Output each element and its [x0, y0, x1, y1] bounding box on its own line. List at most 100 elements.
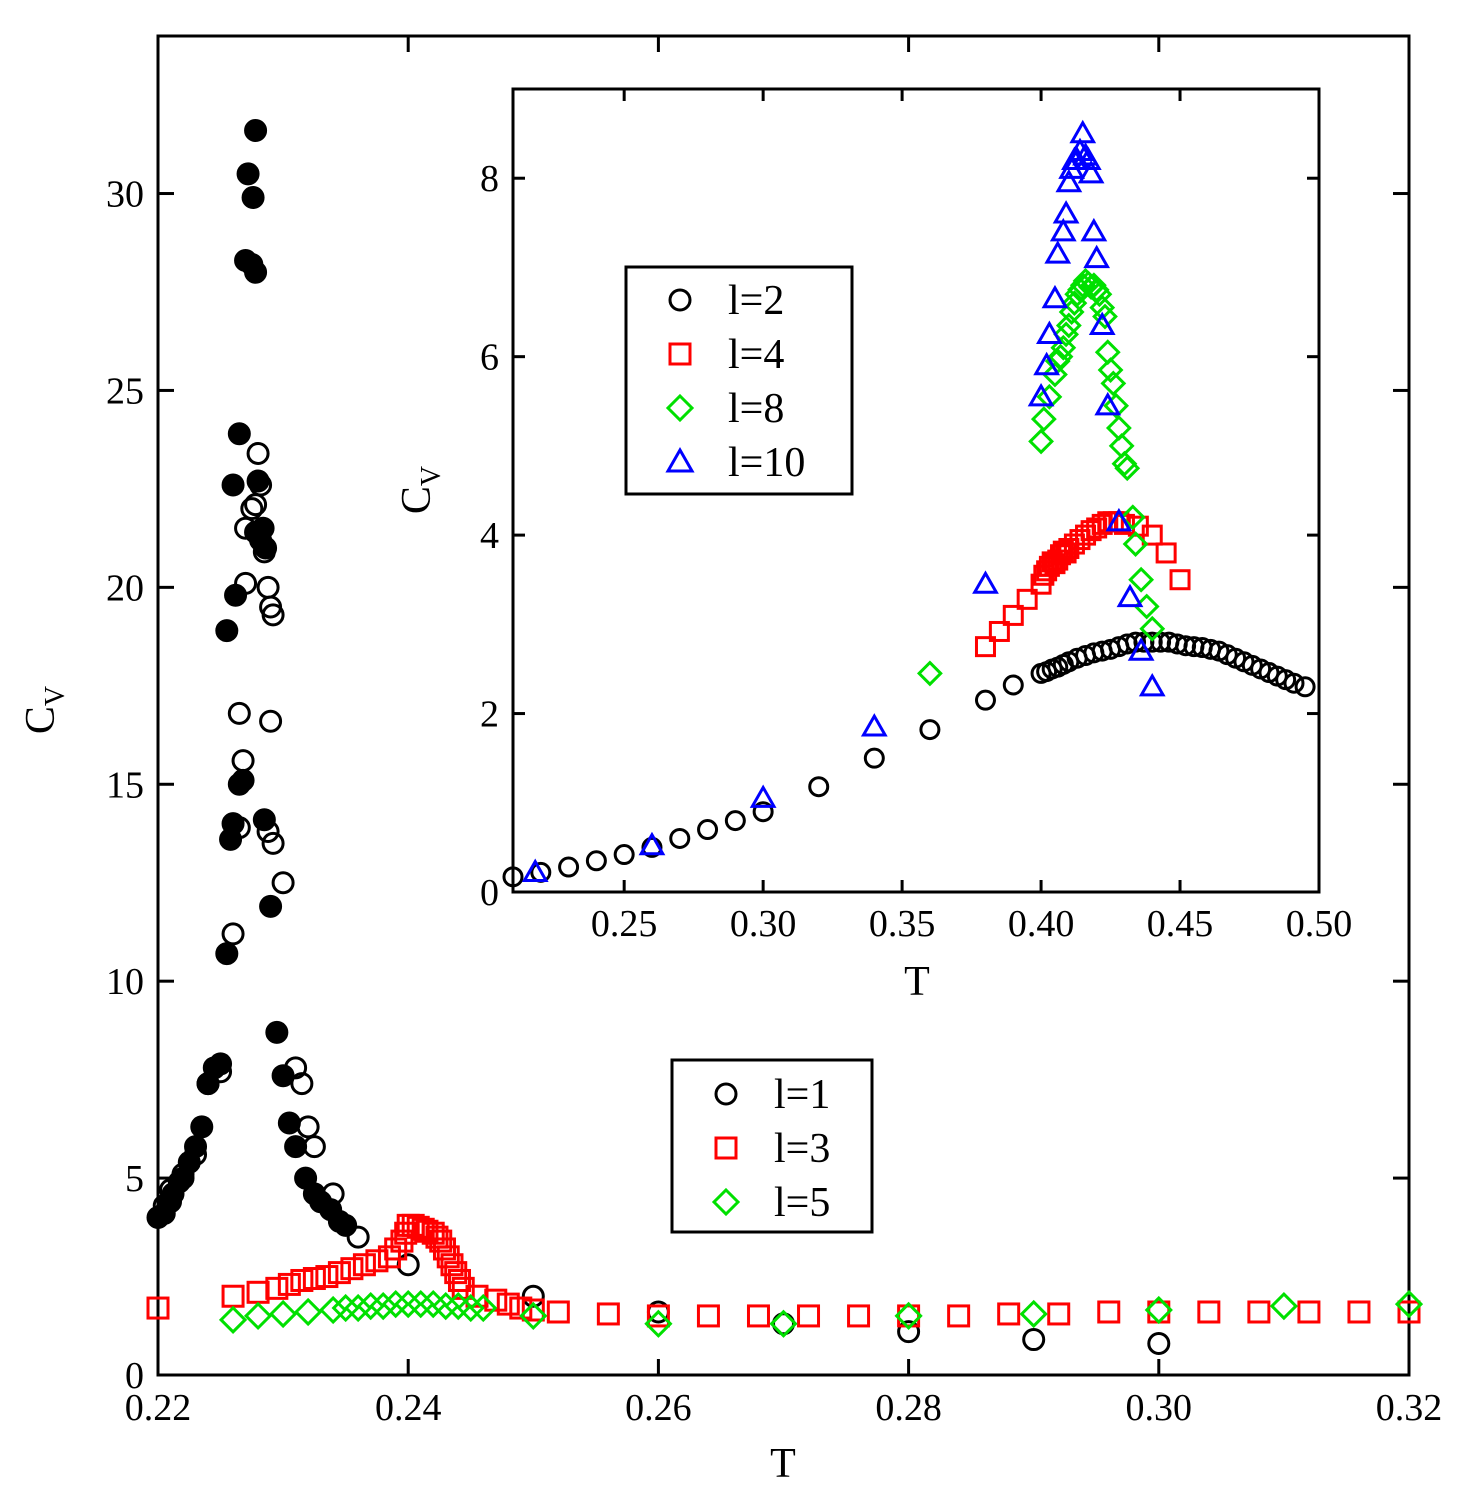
inset-ytick-label: 8	[480, 158, 499, 200]
main-point-circle-s0	[271, 1064, 295, 1088]
inset-point-diamond-s2	[1119, 504, 1146, 531]
main-point-square-s2	[1197, 1300, 1221, 1324]
main-point-square-s2	[365, 1249, 389, 1273]
inset-point-square-s1	[1075, 524, 1097, 546]
main-point-square-s2	[290, 1268, 314, 1292]
inset-point-triangle-s3	[1088, 311, 1116, 336]
main-point-square-s2	[847, 1304, 871, 1328]
inset-point-square-s1	[1141, 524, 1163, 546]
main-point-square-s2	[246, 1280, 270, 1304]
main-point-diamond-s3	[268, 1299, 298, 1329]
main-point-circle-s0	[209, 1052, 233, 1076]
main-point-circle-s1	[184, 1142, 208, 1166]
inset-ylabel-main: C	[394, 486, 440, 514]
inset-xtick-label: 0.25	[591, 903, 658, 945]
main-point-circle-s1	[261, 603, 285, 627]
main-point-diamond-s3	[644, 1309, 673, 1338]
inset-point-square-s1	[974, 636, 996, 658]
main-point-circle-s0	[244, 119, 268, 143]
inset-legend-marker-triangle	[665, 446, 695, 473]
main-point-circle-s1	[897, 1320, 921, 1344]
main-point-square-s2	[696, 1304, 720, 1328]
main-point-diamond-s3	[356, 1291, 385, 1321]
main-ytick-label: 10	[106, 961, 144, 1003]
main-point-square-s2	[746, 1304, 770, 1328]
main-point-circle-s0	[184, 1135, 208, 1159]
main-legend-marker-circle	[714, 1082, 738, 1106]
inset-point-triangle-s3	[749, 784, 777, 808]
main-xtick-label: 0.22	[125, 1387, 192, 1429]
main-point-diamond-s3	[1144, 1295, 1173, 1325]
main-point-diamond-s3	[293, 1297, 323, 1327]
inset-ytick-label: 6	[480, 337, 499, 379]
main-point-square-s2	[146, 1296, 170, 1320]
main-point-square-s2	[646, 1304, 670, 1328]
inset-point-diamond-s2	[1089, 294, 1116, 321]
main-point-square-s2	[596, 1302, 620, 1326]
inset-point-circle-s0	[641, 836, 663, 858]
inset-point-triangle-s3	[1094, 391, 1122, 416]
inset-point-diamond-s2	[1042, 361, 1068, 388]
main-point-diamond-s3	[369, 1291, 398, 1321]
inset-point-circle-s0	[919, 719, 941, 741]
main-point-square-s2	[302, 1267, 326, 1291]
inset-point-circle-s0	[613, 844, 635, 866]
inset-legend-marker-diamond	[665, 393, 695, 423]
main-point-diamond-s3	[431, 1291, 460, 1321]
inset-point-diamond-s2	[1097, 357, 1124, 383]
main-legend-label: l=3	[774, 1126, 830, 1172]
inset-legend-label: l=4	[728, 332, 784, 378]
inset-axes	[511, 87, 1321, 894]
main-point-circle-s0	[284, 1135, 308, 1159]
main-point-circle-s1	[302, 1135, 326, 1159]
main-point-diamond-s3	[406, 1289, 435, 1319]
main-point-circle-s1	[240, 497, 264, 521]
main-ylabel-main: C	[18, 706, 64, 734]
inset-ytick-label: 2	[480, 694, 499, 736]
main-point-diamond-s3	[769, 1309, 798, 1338]
main-point-circle-s0	[244, 260, 268, 284]
main-point-diamond-s3	[1269, 1291, 1299, 1321]
main-point-circle-s1	[234, 516, 258, 540]
main-point-circle-s0	[221, 473, 245, 497]
main-ytick-label: 25	[106, 370, 144, 412]
main-legend-label: l=1	[774, 1072, 830, 1118]
inset-point-triangle-s3	[1049, 217, 1077, 242]
main-point-square-s2	[377, 1245, 401, 1269]
main-point-diamond-s3	[1019, 1299, 1048, 1329]
inset-point-triangle-s3	[1044, 240, 1072, 264]
main-point-circle-s1	[209, 1060, 233, 1084]
main-legend-label: l=5	[774, 1180, 830, 1226]
inset-legend: l=2 l=4 l=8 l=10	[624, 265, 854, 496]
inset-point-triangle-s3	[860, 713, 888, 737]
main-point-square-s2	[521, 1298, 545, 1322]
main-point-circle-s1	[231, 749, 255, 773]
main-xlabel: T	[770, 1441, 796, 1487]
main-point-circle-s0	[231, 768, 255, 792]
main-xtick-label: 0.26	[625, 1387, 692, 1429]
inset-point-diamond-s2	[1092, 303, 1118, 330]
main-point-circle-s0	[227, 422, 251, 446]
inset-points	[502, 119, 1316, 888]
main-point-circle-s1	[252, 540, 276, 564]
main-point-circle-s0	[236, 162, 260, 186]
inset-point-triangle-s3	[1105, 507, 1133, 532]
main-point-diamond-s3	[381, 1289, 410, 1319]
main-point-diamond-s3	[894, 1301, 923, 1331]
inset-point-square-s1	[1016, 588, 1038, 610]
inset-point-circle-s0	[1294, 676, 1316, 698]
main-point-circle-s1	[256, 820, 280, 844]
inset-legend-marker-circle	[668, 288, 692, 312]
main-point-square-s2	[546, 1300, 570, 1324]
inset-ticks: 0.25 0.30 0.35 0.40 0.45 0.50 0 2 4 6 8	[480, 89, 1352, 945]
inset-point-triangle-s3	[1127, 637, 1155, 661]
inset-legend-marker-square	[668, 342, 692, 366]
main-points	[146, 119, 1424, 1355]
main-point-circle-s1	[296, 1115, 320, 1139]
main-point-circle-s1	[152, 1194, 176, 1218]
main-xtick-label: 0.24	[375, 1387, 442, 1429]
inset-legend-label: l=8	[728, 386, 784, 432]
main-point-circle-s1	[321, 1182, 345, 1206]
main-point-square-s2	[327, 1261, 351, 1285]
main-legend-box	[670, 1058, 874, 1234]
